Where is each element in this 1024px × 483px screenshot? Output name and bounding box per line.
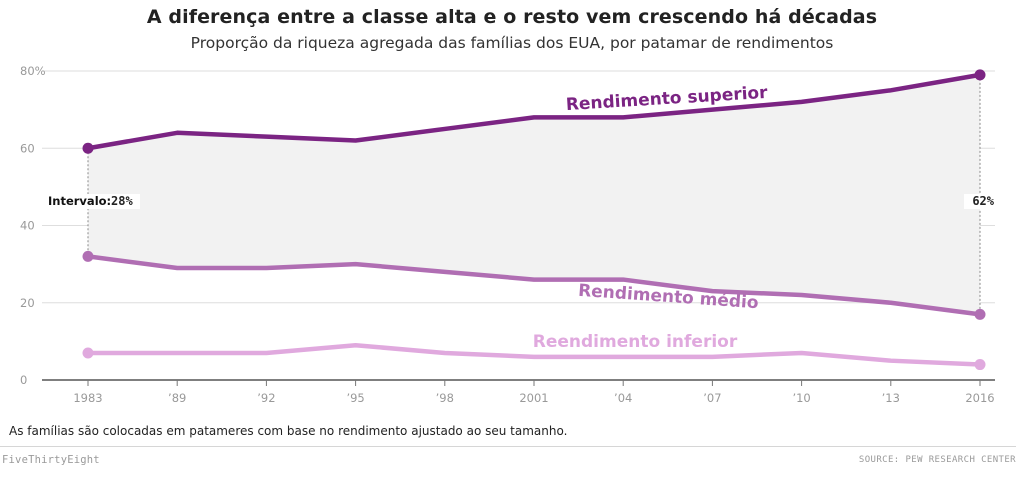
y-tick-label: 0 [20, 373, 27, 387]
source-note: SOURCE: PEW RESEARCH CENTER [858, 455, 1016, 465]
x-tick-label: ’07 [703, 391, 721, 405]
x-tick-label: ’89 [168, 391, 186, 405]
series-endpoint [974, 308, 986, 320]
chart-title: A diferença entre a classe alta e o rest… [146, 6, 878, 28]
y-tick-label: 40 [20, 219, 35, 233]
series-endpoint [82, 142, 94, 154]
series-endpoint [974, 359, 986, 371]
series-label: Reendimento inferior [533, 332, 738, 352]
footer-divider [0, 446, 1016, 447]
footnote: As famílias são colocadas em patameres c… [9, 424, 568, 438]
y-tick-label: 60 [20, 141, 35, 155]
chart-subtitle: Proporção da riqueza agregada das famíli… [190, 34, 834, 52]
gap-label-bg [46, 194, 140, 209]
x-tick-label: ’98 [436, 391, 454, 405]
series-line [85, 72, 983, 151]
series-endpoint [974, 69, 986, 81]
y-tick-label: 80% [20, 64, 46, 78]
line-chart: Intervalo: 28% 62% Rendimento superiorRend… [20, 64, 996, 405]
x-tick-label: ’92 [257, 391, 275, 405]
gap-label-text: Intervalo: [48, 194, 111, 208]
gap-label-bg [964, 194, 996, 209]
y-tick-label: 20 [20, 296, 35, 310]
x-tick-label: ’04 [614, 391, 632, 405]
series-endpoint [82, 347, 94, 359]
x-tick-label: ’13 [882, 391, 900, 405]
series-line [85, 254, 983, 317]
x-tick-label: ’10 [792, 391, 810, 405]
series-line [85, 342, 983, 367]
gap-end-value: 62% [972, 194, 994, 208]
gap-shaded-area [88, 74, 980, 315]
x-tick-label: 1983 [73, 391, 102, 405]
gap-start-value: 28% [111, 194, 133, 208]
x-tick-label: ’95 [346, 391, 364, 405]
series-endpoint [82, 250, 94, 262]
x-tick-label: 2001 [519, 391, 548, 405]
brand-logo: FiveThirtyEight [2, 454, 100, 466]
x-tick-label: 2016 [965, 391, 994, 405]
